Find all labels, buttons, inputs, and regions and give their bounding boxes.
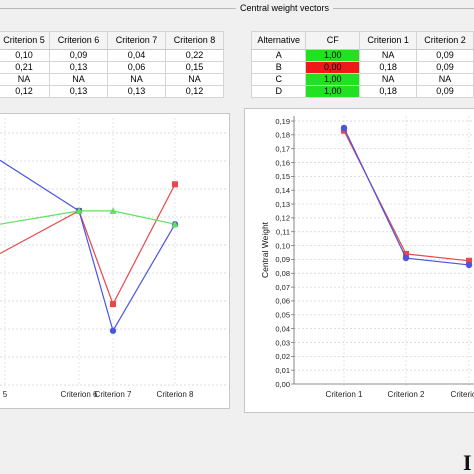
- table-row[interactable]: A 1,00 NA 0,09: [250, 49, 474, 62]
- table-cell[interactable]: 0,12: [165, 85, 224, 98]
- y-tick-label: 0,11: [276, 228, 290, 237]
- data-point: [109, 207, 117, 214]
- y-tick-label: 0,03: [275, 338, 290, 347]
- table-cell[interactable]: D: [250, 85, 307, 98]
- y-tick-label: 0,15: [275, 172, 290, 181]
- series-line: [0, 183, 176, 306]
- y-tick-label: 0,13: [275, 200, 290, 209]
- y-tick-label: 0,07: [275, 283, 290, 292]
- data-point: [402, 254, 410, 262]
- table-row[interactable]: D 1,00 0,18 0,09: [250, 85, 474, 98]
- y-tick-label: 0,10: [275, 241, 290, 250]
- data-point: [75, 207, 83, 214]
- y-tick-label: 0,00: [275, 380, 290, 389]
- x-tick-label: Criterion 8: [157, 390, 194, 399]
- y-tick-label: 0,19: [275, 117, 290, 126]
- y-tick-label: 0,09: [275, 255, 290, 264]
- cf-cell[interactable]: 1,00: [305, 85, 361, 98]
- y-tick-label: 0,04: [275, 324, 290, 333]
- x-tick-label: Criterion 2: [388, 390, 425, 399]
- data-point: [465, 261, 473, 269]
- y-axis-label: Central Weight: [260, 221, 270, 278]
- central-weight-table: Alternative CF Criterion 1 Criterion 2 A…: [250, 31, 474, 98]
- x-tick-label: 5: [3, 390, 8, 399]
- column-header[interactable]: Criterion 2: [416, 31, 474, 50]
- table-header-row: Alternative CF Criterion 1 Criterion 2: [250, 31, 474, 50]
- x-tick-label: Criterion 6: [61, 390, 98, 399]
- left-weights-table: Criterion 5 Criterion 6 Criterion 7 Crit…: [0, 31, 224, 98]
- data-point: [172, 181, 178, 188]
- table-cell[interactable]: 0,22: [165, 49, 224, 62]
- y-tick-label: 0,02: [275, 352, 290, 361]
- table-row[interactable]: 0,12 0,13 0,13 0,12: [0, 85, 224, 98]
- series-line: [0, 159, 176, 333]
- y-tick-label: 0,08: [275, 269, 290, 278]
- series-line: [0, 210, 176, 225]
- x-tick-label: Criterion 3: [451, 390, 474, 399]
- y-tick-label: 0,12: [275, 214, 290, 223]
- cropped-corner-mark: I: [463, 450, 472, 474]
- data-point: [171, 220, 179, 228]
- y-tick-label: 0,06: [275, 297, 290, 306]
- column-header[interactable]: Criterion 1: [359, 31, 418, 50]
- column-header[interactable]: CF: [305, 31, 361, 50]
- y-tick-label: 0,16: [275, 158, 290, 167]
- y-tick-label: 0,05: [275, 311, 290, 320]
- y-tick-label: 0,14: [275, 186, 290, 195]
- data-point: [466, 257, 472, 264]
- x-tick-label: Criterion 7: [95, 390, 132, 399]
- data-point: [110, 301, 116, 308]
- y-tick-label: 0,01: [275, 366, 290, 375]
- column-header[interactable]: Alternative: [250, 31, 307, 50]
- data-point: [403, 250, 409, 257]
- series-line: [343, 130, 470, 262]
- column-header[interactable]: Criterion 5: [0, 31, 50, 50]
- y-tick-label: 0,18: [275, 131, 290, 140]
- group-title: Central weight vectors: [236, 3, 334, 13]
- column-header[interactable]: Criterion 7: [107, 31, 166, 50]
- x-tick-label: Criterion 1: [326, 390, 363, 399]
- data-point: [340, 124, 348, 132]
- table-row[interactable]: 0,21 0,13 0,06 0,15: [0, 61, 224, 74]
- data-point: [109, 327, 117, 334]
- table-cell[interactable]: 0,09: [416, 61, 474, 74]
- y-tick-label: 0,17: [275, 144, 290, 153]
- left-chart-panel: [0, 113, 230, 409]
- table-cell[interactable]: 0,09: [416, 85, 474, 98]
- table-cell[interactable]: 0,13: [107, 85, 166, 98]
